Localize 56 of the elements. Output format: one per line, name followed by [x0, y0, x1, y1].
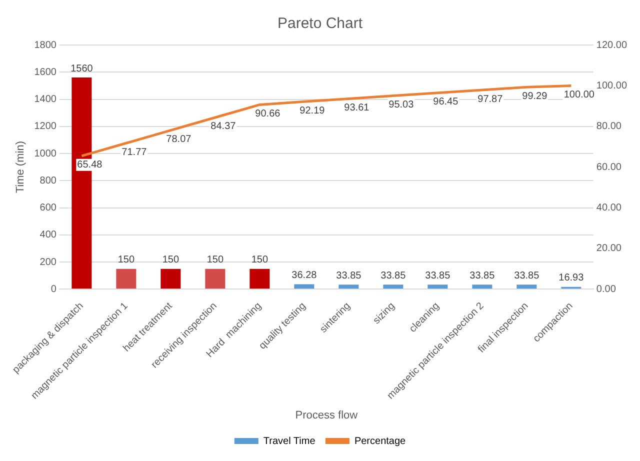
bar [338, 284, 359, 289]
y-tick-label: 1000 [34, 148, 57, 160]
data-label: 97.87 [478, 94, 504, 105]
data-label: 150 [162, 254, 180, 266]
y-tick-label: 1400 [34, 94, 57, 106]
data-label: 33.85 [380, 270, 406, 282]
y2-tick-label: 0.00 [596, 284, 616, 295]
bar [116, 268, 136, 289]
data-label: 96.45 [433, 96, 459, 108]
data-label: 78.07 [166, 134, 192, 146]
y2-tick-label: 120.00 [596, 40, 628, 51]
data-label: 33.85 [425, 270, 451, 282]
data-label: 100.00 [564, 89, 595, 100]
y-tick-label: 200 [40, 256, 57, 268]
data-label: 65.48 [77, 160, 103, 171]
y2-tick-label: 80.00 [596, 121, 622, 132]
x-axis-title: Process flow [295, 409, 358, 422]
data-label: 92.19 [300, 105, 326, 116]
data-label: 90.66 [255, 108, 281, 120]
bar [428, 284, 448, 289]
data-label: 16.93 [558, 272, 584, 284]
data-label: 150 [251, 254, 268, 266]
legend-label: Percentage [354, 436, 406, 447]
data-label: 1560 [70, 63, 94, 74]
y2-tick-label: 100.00 [596, 80, 628, 92]
y-tick-label: 0 [50, 284, 57, 295]
y-tick-label: 400 [40, 230, 57, 241]
y2-tick-label: 20.00 [596, 243, 622, 254]
y-tick-label: 600 [40, 202, 57, 214]
data-label: 36.28 [292, 270, 318, 281]
data-label: 150 [118, 254, 135, 266]
bar [160, 268, 181, 289]
y-tick-label: 800 [40, 175, 57, 186]
bar [205, 268, 226, 289]
data-label: 33.85 [514, 270, 540, 282]
y2-tick-label: 60.00 [596, 162, 622, 173]
y-tick-label: 1800 [34, 40, 57, 51]
y-tick-label: 1600 [34, 66, 57, 78]
data-label: 33.85 [470, 270, 496, 282]
y-axis-title: Time (min) [14, 141, 27, 194]
y2-tick-label: 40.00 [596, 202, 622, 214]
bar [294, 284, 314, 289]
bar [250, 268, 270, 289]
data-label: 93.61 [344, 102, 370, 114]
bar [383, 284, 404, 289]
data-label: 99.29 [522, 90, 548, 102]
legend-label: Travel Time [263, 436, 316, 447]
bar [472, 284, 492, 289]
chart-title: Pareto Chart [277, 15, 364, 32]
data-label: 95.03 [388, 100, 414, 111]
bar [516, 284, 537, 289]
data-label: 84.37 [210, 121, 236, 132]
y-tick-label: 1200 [34, 121, 57, 132]
data-label: 150 [206, 254, 224, 266]
data-label: 71.77 [122, 146, 148, 158]
data-label: 33.85 [336, 270, 362, 282]
